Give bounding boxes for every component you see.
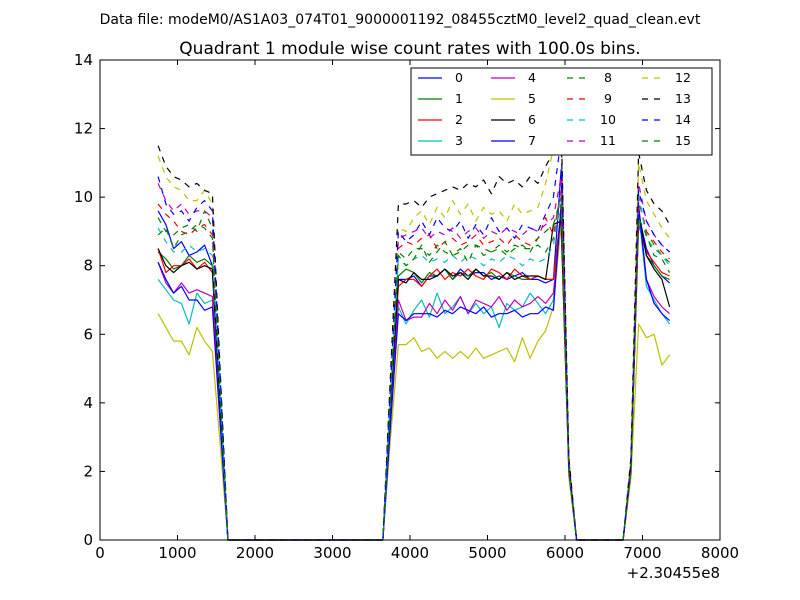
legend-label-13: 13 (675, 91, 691, 106)
x-tick-label: 3000 (313, 544, 351, 562)
y-tick-label: 14 (74, 51, 93, 69)
series-line-0 (157, 169, 671, 541)
legend-label-3: 3 (455, 133, 463, 148)
figure-suptitle: Data file: modeM0/AS1A03_074T01_90000011… (100, 12, 701, 28)
series-line-2 (157, 210, 670, 541)
series-line-10 (157, 193, 671, 541)
y-tick-label: 2 (83, 462, 93, 480)
legend-label-5: 5 (528, 91, 536, 106)
series-line-7 (157, 203, 671, 541)
series-line-3 (157, 210, 671, 541)
series-line-12 (157, 121, 671, 541)
y-tick-label: 0 (83, 531, 93, 549)
series-line-6 (157, 210, 671, 541)
series-line-4 (157, 203, 670, 541)
y-tick-label: 12 (74, 120, 93, 138)
x-tick-label: 1000 (158, 544, 196, 562)
legend-label-15: 15 (675, 133, 691, 148)
ticks-layer: 0 1000 2000 3000 4000 5000 6000 7000 80000246810… (74, 51, 739, 562)
legend-label-9: 9 (604, 91, 612, 106)
series-line-13 (157, 121, 671, 541)
legend-frame (410, 67, 713, 156)
series-line-8 (157, 200, 671, 541)
legend-label-4: 4 (528, 70, 536, 85)
legend-label-6: 6 (528, 112, 536, 127)
legend-label-11: 11 (600, 133, 616, 148)
y-tick-label: 4 (83, 394, 93, 412)
x-tick-label: 7000 (623, 544, 661, 562)
series-line-1 (157, 210, 670, 541)
x-tick-label: 6000 (546, 544, 584, 562)
y-tick-label: 8 (83, 257, 93, 275)
legend-label-8: 8 (604, 70, 612, 85)
chart-title: Quadrant 1 module wise count rates with … (179, 39, 640, 59)
series-line-9 (157, 189, 671, 541)
x-tick-label: 5000 (468, 544, 506, 562)
series-line-14 (157, 138, 671, 541)
y-tick-label: 6 (83, 325, 93, 343)
legend-label-10: 10 (600, 112, 616, 127)
y-tick-label: 10 (74, 188, 93, 206)
series-line-11 (157, 176, 671, 541)
x-tick-label: 0 (95, 544, 105, 562)
legend-label-0: 0 (455, 70, 463, 85)
legend-label-2: 2 (455, 112, 463, 127)
legend-label-7: 7 (528, 133, 536, 148)
series-layer (157, 121, 671, 541)
x-tick-label: 4000 (391, 544, 429, 562)
legend-label-1: 1 (455, 91, 463, 106)
series-line-15 (157, 196, 671, 541)
x-tick-label: 2000 (236, 544, 274, 562)
x-tick-label: 8000 (701, 544, 739, 562)
series-line-5 (157, 224, 671, 541)
legend-label-14: 14 (675, 112, 691, 127)
plot-frame (99, 59, 721, 541)
legend-label-12: 12 (675, 70, 691, 85)
x-offset-label: +2.30455e8 (627, 564, 720, 582)
